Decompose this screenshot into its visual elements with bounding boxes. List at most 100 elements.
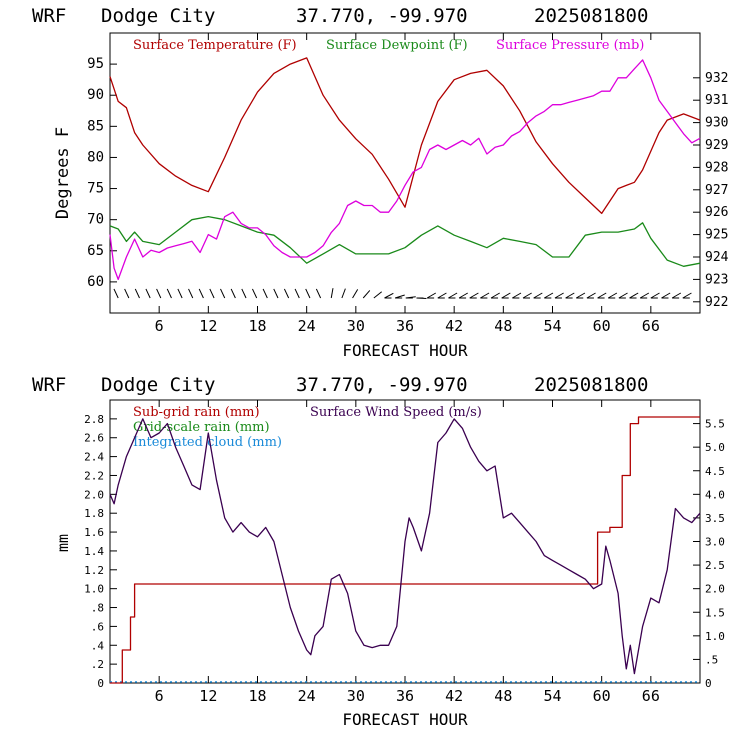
wind-barb xyxy=(426,292,437,299)
panel1-model: WRF xyxy=(32,5,66,27)
y-tick-label: 2.4 xyxy=(84,451,104,464)
x-tick-label: 12 xyxy=(199,317,217,335)
wind-barb xyxy=(198,288,204,299)
y2-tick-label: 923 xyxy=(705,272,728,287)
panel1-ylabel: Degrees F xyxy=(53,127,73,219)
wind-barb xyxy=(330,288,334,299)
y2-tick-label: 929 xyxy=(705,138,728,153)
wind-barb xyxy=(629,292,639,299)
series-line-surface-temperature xyxy=(109,57,701,215)
x-tick-label: 36 xyxy=(396,317,414,335)
wind-barb xyxy=(501,292,511,299)
x-tick-label: 42 xyxy=(445,687,463,705)
panel2-x-ticks: 6 12 18 24 30 36 42 48 54 60 66 xyxy=(155,400,660,705)
wind-barb xyxy=(586,292,596,299)
wind-barb xyxy=(315,288,322,299)
x-tick-label: 18 xyxy=(248,687,266,705)
y2-tick-label: 927 xyxy=(705,183,728,198)
x-tick-label: 30 xyxy=(347,317,365,335)
wind-barb xyxy=(134,288,140,299)
wind-barb xyxy=(544,292,554,299)
wind-barb xyxy=(156,288,162,299)
y-tick-label: 75 xyxy=(87,181,104,197)
y-tick-label: 85 xyxy=(87,118,104,134)
y-tick-label: 1.0 xyxy=(84,583,104,596)
series-line-surface-dewpoint xyxy=(109,215,701,267)
x-tick-label: 18 xyxy=(248,317,266,335)
wind-barb xyxy=(241,288,247,299)
y2-tick-label: 4.5 xyxy=(705,465,725,478)
wind-barb xyxy=(522,292,532,299)
y-tick-label: 60 xyxy=(87,274,104,290)
wind-barb xyxy=(554,292,564,299)
wind-barb xyxy=(294,288,300,299)
wind-barb xyxy=(273,288,279,299)
wind-barb xyxy=(395,294,405,299)
x-tick-label: 54 xyxy=(543,687,561,705)
y-tick-label: 95 xyxy=(87,56,104,72)
y2-tick-label: .5 xyxy=(705,653,718,666)
panel2-ylabel: mm xyxy=(54,534,72,552)
wind-barb xyxy=(177,288,183,299)
y-tick-label: 2.8 xyxy=(84,413,104,426)
y-tick-label: 0 xyxy=(97,677,104,690)
y-tick-label: 65 xyxy=(87,243,104,259)
y-tick-label: 80 xyxy=(87,149,104,165)
y2-tick-label: 930 xyxy=(705,116,728,131)
series-line-sub-grid-rain xyxy=(110,416,700,684)
x-tick-label: 12 xyxy=(199,687,217,705)
panel2-xlabel: FORECAST HOUR xyxy=(342,710,468,729)
legend-surface-pressure: Surface Pressure (mb) xyxy=(496,38,644,53)
x-tick-label: 66 xyxy=(642,687,660,705)
panel2-model: WRF xyxy=(32,374,66,396)
y-tick-label: 70 xyxy=(87,212,104,228)
series-line-surface-wind-speed xyxy=(109,418,701,675)
y-tick-label: .8 xyxy=(91,602,104,615)
wind-barb xyxy=(262,288,268,299)
y-tick-label: .6 xyxy=(91,620,104,633)
panel1-coords: 37.770, -99.970 xyxy=(296,5,468,27)
y2-tick-label: 925 xyxy=(705,228,728,243)
panel1-series xyxy=(109,57,701,281)
y-tick-label: 2.6 xyxy=(84,432,104,445)
y2-tick-label: 931 xyxy=(705,93,728,108)
y2-tick-label: 3.5 xyxy=(705,512,725,525)
wind-barb xyxy=(145,288,151,299)
wind-barb xyxy=(682,292,692,299)
y-tick-label: .2 xyxy=(91,658,104,671)
wind-barb xyxy=(362,290,371,299)
panel1-header: WRF Dodge City 37.770, -99.970 202508180… xyxy=(32,5,648,27)
x-tick-label: 6 xyxy=(155,317,164,335)
x-tick-label: 60 xyxy=(593,687,611,705)
wind-barb xyxy=(188,288,194,299)
panel1-init: 2025081800 xyxy=(534,5,648,27)
wind-barb xyxy=(671,292,682,299)
panel1-xlabel: FORECAST HOUR xyxy=(342,341,468,360)
legend-grid-scale-rain: Grid-scale rain (mm) xyxy=(133,420,270,435)
panel1-x-ticks: 6 12 18 24 30 36 42 48 54 60 66 xyxy=(155,33,660,335)
y2-tick-label: 924 xyxy=(705,250,729,265)
panel2-left-ticks: 0 .2 .4 .6 .8 1.0 1.2 1.4 1.6 1.8 2.0 2.2 2.4 2.6 2.8 xyxy=(84,413,117,690)
y2-tick-label: 2.5 xyxy=(705,559,725,572)
x-tick-label: 30 xyxy=(347,687,365,705)
x-tick-label: 24 xyxy=(298,687,316,705)
series-line-surface-pressure xyxy=(109,59,701,281)
y-tick-label: 1.2 xyxy=(84,564,104,577)
y2-tick-label: 0 xyxy=(705,677,712,690)
y-tick-label: 1.8 xyxy=(84,507,104,520)
y2-tick-label: 928 xyxy=(705,160,728,175)
wind-barb xyxy=(305,288,311,299)
panel2-init: 2025081800 xyxy=(534,374,648,396)
y-tick-label: 1.4 xyxy=(84,545,104,558)
panel1-station: Dodge City xyxy=(101,5,215,27)
wind-barb xyxy=(283,288,290,299)
panel1-frame xyxy=(109,32,701,314)
y-tick-label: .4 xyxy=(91,639,105,652)
panel2-right-ticks: 0 .5 1.0 1.5 2.0 2.5 3.0 3.5 4.0 4.5 5.0 5.5 xyxy=(693,418,725,690)
x-tick-label: 42 xyxy=(445,317,463,335)
y2-tick-label: 3.0 xyxy=(705,536,725,549)
wind-barb xyxy=(607,292,618,299)
y2-tick-label: 1.5 xyxy=(705,606,725,619)
legend-surface-dewpoint: Surface Dewpoint (F) xyxy=(326,38,468,53)
